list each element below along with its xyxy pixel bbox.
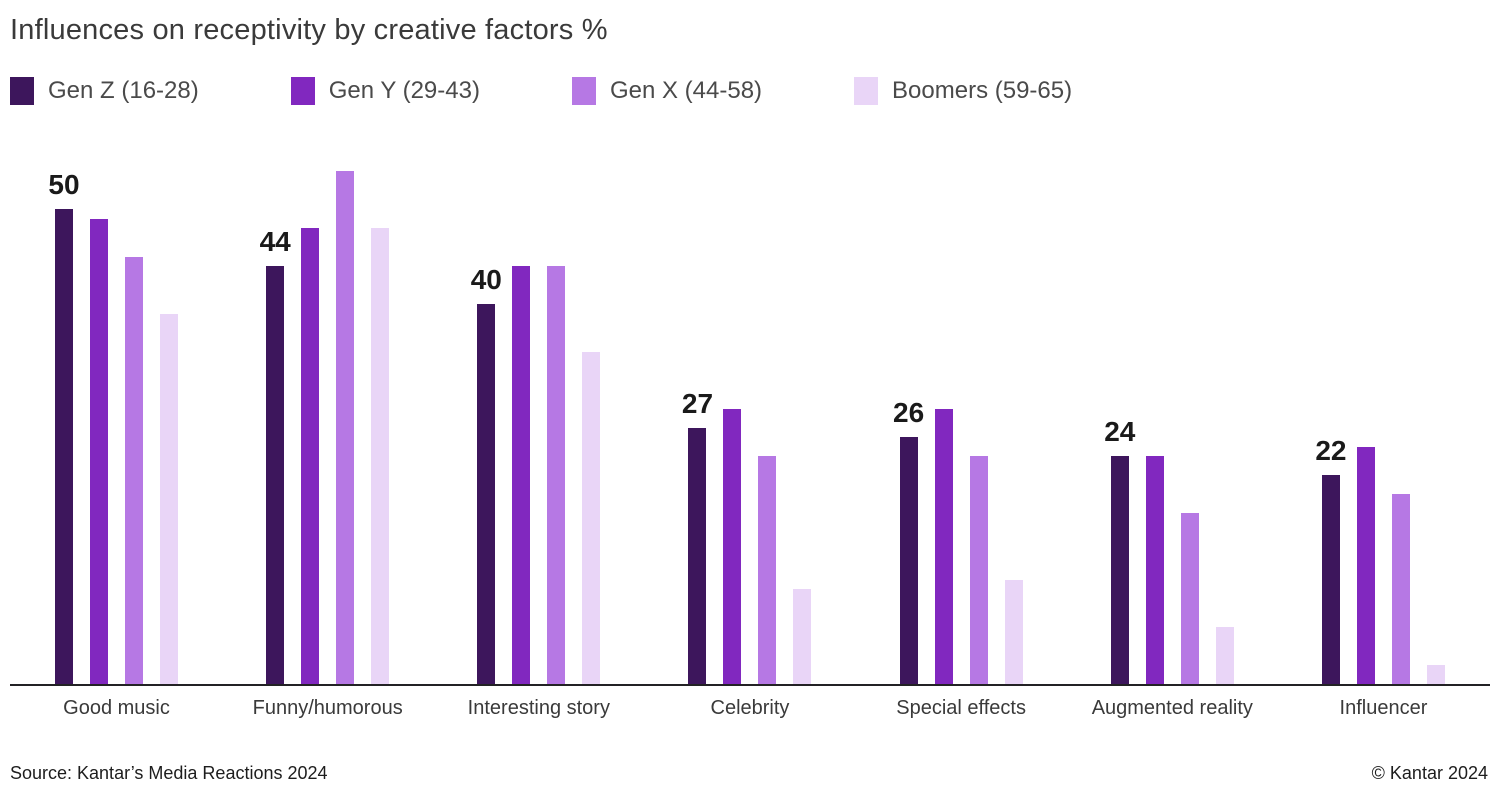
- bar-group: 22: [1315, 437, 1445, 685]
- bar: [371, 228, 390, 685]
- legend-label: Gen Z (16-28): [48, 77, 199, 105]
- bar: [1180, 513, 1199, 685]
- legend-swatch-icon: [290, 77, 315, 106]
- bar: [266, 266, 285, 685]
- legend-label: Gen X (44-58): [609, 77, 763, 105]
- value-label: 26: [893, 397, 925, 429]
- bar: [969, 456, 988, 685]
- bar: [1391, 494, 1410, 685]
- bar-group: 50: [48, 171, 178, 685]
- bar: [160, 313, 178, 685]
- bar-group: 40: [471, 266, 601, 685]
- bar: [688, 427, 707, 685]
- value-label: 27: [681, 387, 714, 419]
- bar-group: 44: [260, 171, 390, 685]
- bar: [758, 456, 777, 685]
- category-label: Interesting story: [467, 697, 610, 720]
- bar: [1321, 475, 1340, 685]
- chart-title: Influences on receptivity by creative fa…: [10, 14, 608, 46]
- bar: [1110, 456, 1129, 685]
- category-label: Funny/humorous: [252, 697, 403, 720]
- bar: [1215, 627, 1234, 685]
- plot: 50 44 40 27 26 24 22: [10, 146, 1490, 687]
- bar: [723, 408, 742, 685]
- bar: [793, 589, 812, 685]
- category-label: Celebrity: [710, 697, 790, 720]
- category-label: Influencer: [1339, 697, 1428, 720]
- source-note: Source: Kantar’s Media Reactions 2024: [10, 763, 328, 783]
- legend-item: Gen Z (16-28): [10, 77, 199, 106]
- bar-group: 24: [1104, 418, 1234, 685]
- bar: [934, 408, 953, 685]
- value-label: 44: [259, 226, 291, 258]
- bar: [899, 437, 918, 685]
- copyright-note: © Kantar 2024: [1371, 763, 1488, 783]
- bar: [512, 266, 531, 685]
- bar: [1356, 446, 1375, 685]
- bar: [55, 209, 73, 685]
- bar-group: 26: [893, 399, 1023, 685]
- value-label: 40: [470, 264, 502, 296]
- legend-swatch-icon: [571, 77, 596, 106]
- legend-item: Gen X (44-58): [571, 77, 763, 106]
- bar: [301, 228, 320, 685]
- legend-label: Gen Y (29-43): [328, 77, 480, 105]
- bar: [1426, 665, 1445, 685]
- bar: [477, 304, 496, 685]
- legend-item: Boomers (59-65): [854, 77, 1073, 106]
- bar: [1004, 579, 1023, 685]
- bar: [90, 218, 108, 685]
- value-label: 22: [1315, 435, 1347, 467]
- bar: [336, 171, 355, 685]
- category-labels: Good music Funny/humorous Interesting stor…: [10, 697, 1490, 720]
- category-label: Augmented reality: [1091, 697, 1253, 720]
- legend-item: Gen Y (29-43): [290, 77, 480, 106]
- bar: [547, 266, 566, 685]
- category-label: Good music: [63, 697, 170, 720]
- category-label: Special effects: [896, 697, 1026, 720]
- legend-label: Boomers (59-65): [892, 77, 1073, 105]
- legend-swatch-icon: [854, 77, 879, 106]
- bar: [125, 256, 143, 685]
- bar-group: 27: [682, 389, 812, 685]
- value-label: 50: [48, 169, 80, 201]
- legend: Gen Z (16-28) Gen Y (29-43) Gen X (44-58) B…: [10, 77, 1490, 106]
- bar: [1145, 456, 1164, 685]
- bar: [582, 351, 601, 685]
- value-label: 24: [1104, 416, 1136, 448]
- legend-swatch-icon: [10, 77, 34, 106]
- footer: Source: Kantar’s Media Reactions 2024 © …: [10, 763, 1488, 784]
